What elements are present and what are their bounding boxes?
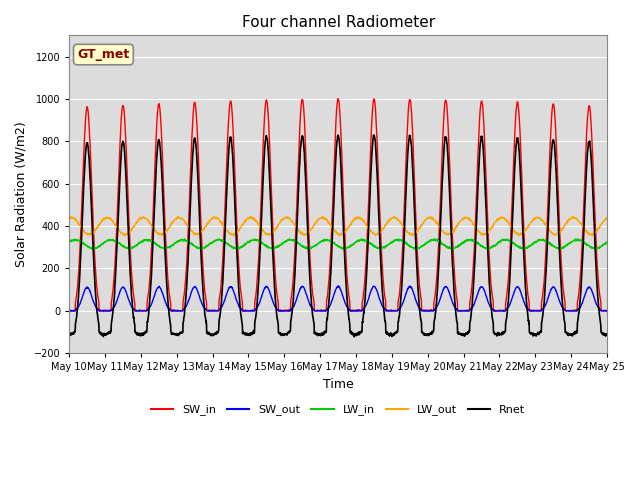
Rnet <box>65 332 73 337</box>
LW_out <box>495 216 502 222</box>
SW_out <box>354 308 362 313</box>
LW_out <box>230 233 237 239</box>
Rnet <box>370 132 378 138</box>
SW_in <box>65 308 73 313</box>
Rnet <box>365 207 373 213</box>
Legend: SW_in, SW_out, LW_in, LW_out, Rnet: SW_in, SW_out, LW_in, LW_out, Rnet <box>147 400 530 420</box>
SW_out <box>495 308 502 314</box>
LW_in <box>65 239 73 245</box>
LW_out <box>354 214 362 220</box>
Line: LW_out: LW_out <box>69 216 607 236</box>
Rnet <box>556 258 564 264</box>
LW_in <box>354 239 362 244</box>
Rnet <box>354 332 362 338</box>
X-axis label: Time: Time <box>323 378 353 391</box>
SW_out <box>215 307 223 312</box>
Rnet <box>215 318 223 324</box>
LW_out <box>65 215 73 221</box>
SW_in <box>495 308 502 314</box>
SW_in <box>556 234 564 240</box>
LW_out <box>390 214 397 219</box>
SW_out <box>604 308 611 314</box>
SW_in <box>334 96 342 102</box>
LW_out <box>215 217 223 223</box>
SW_out <box>65 308 73 314</box>
LW_in <box>365 240 373 246</box>
LW_in <box>495 240 502 246</box>
Rnet <box>350 334 358 340</box>
Rnet <box>495 332 502 337</box>
SW_in <box>354 308 362 314</box>
LW_in <box>285 236 293 242</box>
LW_in <box>604 239 611 245</box>
Y-axis label: Solar Radiation (W/m2): Solar Radiation (W/m2) <box>15 121 28 267</box>
SW_in <box>604 308 611 313</box>
Line: SW_in: SW_in <box>69 99 607 311</box>
Line: Rnet: Rnet <box>69 135 607 337</box>
LW_out <box>365 226 373 232</box>
SW_out <box>365 292 373 298</box>
SW_in <box>216 295 223 301</box>
SW_out <box>556 299 564 304</box>
LW_in <box>571 238 579 243</box>
LW_out <box>604 216 611 221</box>
Rnet <box>571 329 579 335</box>
LW_out <box>571 215 579 221</box>
LW_in <box>215 237 223 242</box>
Title: Four channel Radiometer: Four channel Radiometer <box>241 15 435 30</box>
LW_in <box>591 247 599 252</box>
Rnet <box>604 331 611 337</box>
SW_out <box>335 283 342 289</box>
SW_out <box>571 308 579 314</box>
LW_out <box>556 230 564 236</box>
LW_in <box>556 246 564 252</box>
SW_in <box>66 308 74 314</box>
Line: LW_in: LW_in <box>69 239 607 250</box>
SW_in <box>571 308 579 313</box>
SW_in <box>366 171 374 177</box>
Text: GT_met: GT_met <box>77 48 129 61</box>
Line: SW_out: SW_out <box>69 286 607 311</box>
